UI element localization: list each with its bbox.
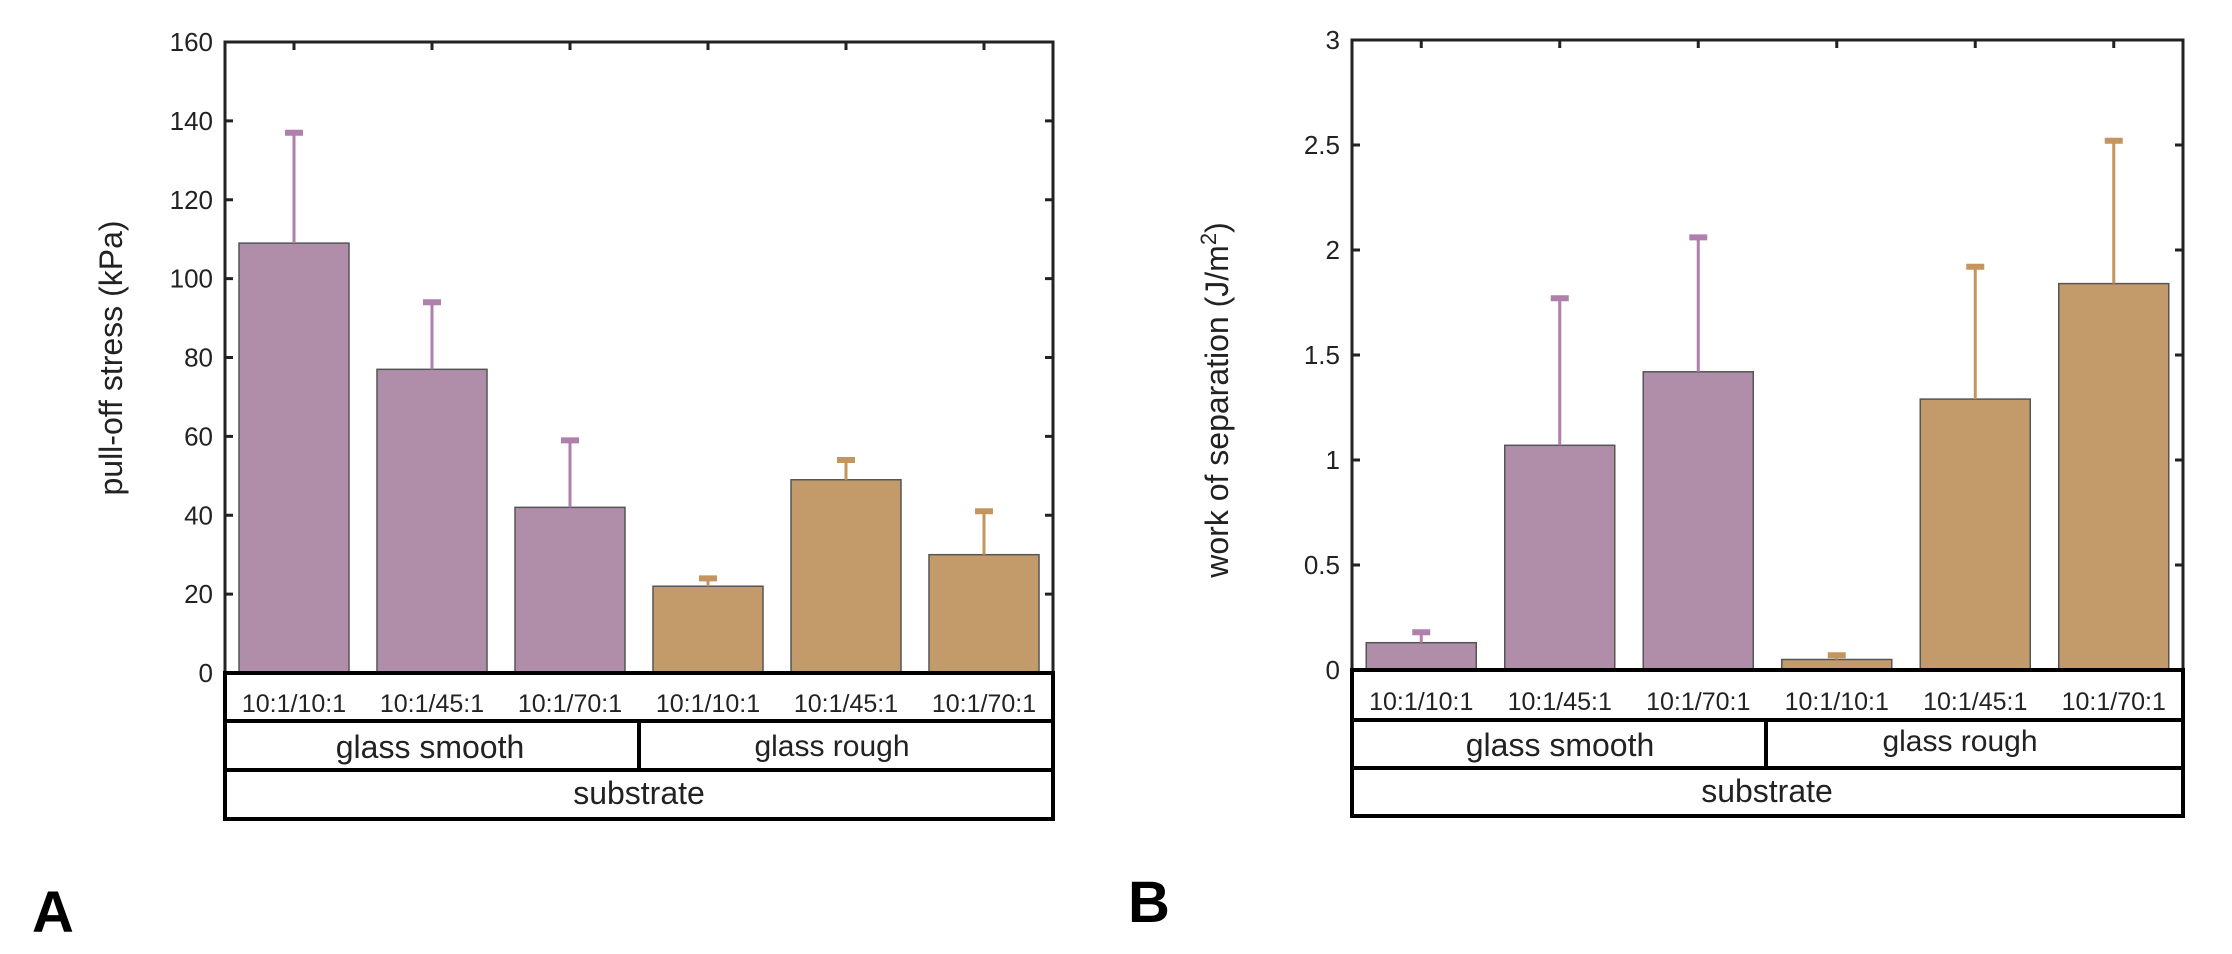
panel-label-b: B: [1128, 870, 1170, 935]
y-axis-label: work of separation (J/m2): [1196, 222, 1236, 578]
category-row-frame: [223, 671, 1055, 723]
y-axis-label: pull-off stress (kPa): [93, 220, 129, 495]
bar: [376, 368, 488, 674]
y-axis-label-sup: 2: [1196, 233, 1221, 245]
y-tick-label: 0.5: [1304, 550, 1340, 580]
y-tick-label: 0: [199, 658, 213, 688]
category-label: 10:1/10:1: [242, 690, 346, 718]
substrate-label: substrate: [573, 775, 705, 811]
category-label: 10:1/10:1: [1785, 688, 1889, 716]
y-tick-label: 1: [1326, 445, 1340, 475]
group-label-glass-rough: glass rough: [754, 730, 909, 763]
panel-b: 0 0.5 1 1.5 2 2.5 3 10:1/10:1 10:1/45:1 10:1/70:…: [1128, 25, 2185, 935]
category-label: 10:1/10:1: [656, 690, 760, 718]
bar: [514, 506, 626, 674]
category-row-frame: [1350, 668, 2185, 722]
y-tick-label: 160: [170, 27, 213, 57]
bar: [928, 553, 1040, 674]
category-label: 10:1/45:1: [380, 690, 484, 718]
y-tick-label: 120: [170, 185, 213, 215]
group-label-glass-smooth: glass smooth: [336, 729, 525, 765]
category-label: 10:1/70:1: [518, 690, 622, 718]
category-label: 10:1/45:1: [1923, 688, 2027, 716]
bar: [1642, 371, 1754, 671]
y-tick-label: 1.5: [1304, 340, 1340, 370]
y-tick-label: 2: [1326, 235, 1340, 265]
y-axis-label-end: ): [1199, 222, 1235, 233]
category-label: 10:1/45:1: [1508, 688, 1612, 716]
bar: [1365, 641, 1477, 671]
y-tick-label: 0: [1326, 655, 1340, 685]
category-label: 10:1/10:1: [1369, 688, 1473, 716]
bar: [790, 479, 902, 674]
bar: [2058, 282, 2170, 671]
y-tick-label: 100: [170, 264, 213, 294]
category-label: 10:1/70:1: [1646, 688, 1750, 716]
y-tick-label: 20: [184, 579, 213, 609]
y-tick-label: 80: [184, 343, 213, 373]
bar: [652, 585, 764, 674]
y-tick-label: 3: [1326, 25, 1340, 55]
substrate-label: substrate: [1701, 773, 1833, 809]
panel-label-a: A: [32, 880, 74, 945]
bar: [1504, 444, 1616, 671]
category-label: 10:1/45:1: [794, 690, 898, 718]
y-tick-label: 2.5: [1304, 130, 1340, 160]
group-label-glass-rough: glass rough: [1882, 725, 2037, 758]
bar: [238, 242, 350, 674]
bar: [1919, 398, 2031, 671]
y-tick-label: 40: [184, 500, 213, 530]
y-tick-label: 60: [184, 421, 213, 451]
group-label-glass-smooth: glass smooth: [1466, 727, 1655, 763]
category-label: 10:1/70:1: [2062, 688, 2166, 716]
substrate-row-frame: [223, 768, 1055, 821]
y-tick-label: 140: [170, 106, 213, 136]
y-axis-label-main: work of separation (J/m: [1199, 245, 1235, 579]
panel-a: 0 20 40 60 80 100 120 140 160 10:1/10:1 10:1/45:1…: [32, 27, 1055, 945]
category-label: 10:1/70:1: [932, 690, 1036, 718]
substrate-row-frame: [1350, 766, 2185, 818]
